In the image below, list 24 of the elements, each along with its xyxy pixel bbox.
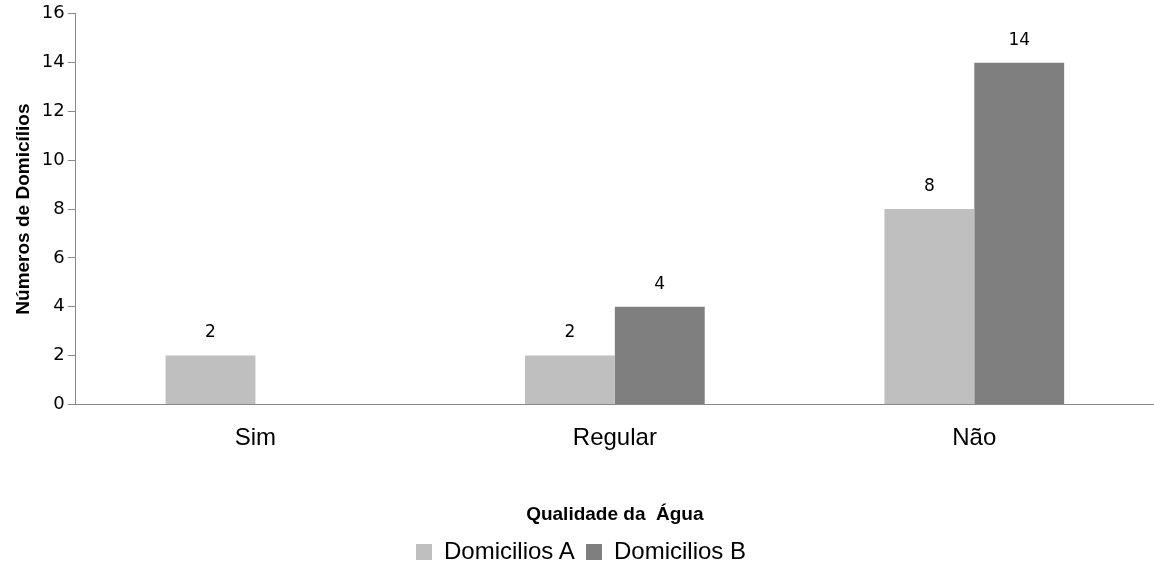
y-tick-label: 6: [53, 245, 65, 267]
bar: [165, 355, 256, 404]
bar: [884, 209, 975, 404]
data-label: 2: [205, 321, 216, 342]
data-label: 2: [564, 321, 576, 342]
y-tick-label: 0: [53, 392, 65, 414]
x-tick-label: Regular: [572, 423, 657, 451]
data-label: 14: [1008, 28, 1031, 49]
data-label: 4: [654, 272, 666, 293]
x-axis-title: Qualidade da Água: [526, 502, 704, 524]
y-tick-label: 10: [41, 147, 65, 169]
y-tick-label: 14: [41, 50, 65, 72]
y-tick-label: 8: [53, 196, 65, 218]
y-tick-label: 2: [53, 343, 65, 365]
y-tick-label: 12: [41, 99, 65, 121]
legend-label: Domicilios A: [443, 536, 575, 564]
y-tick-label: 4: [53, 294, 65, 316]
y-tick-label: 16: [41, 1, 65, 23]
y-axis-title: Números de Domicílios: [11, 103, 33, 315]
bar: [524, 355, 615, 404]
x-tick-label: Não: [952, 423, 997, 451]
data-label: 8: [923, 175, 935, 196]
legend-label: Domicilios B: [614, 536, 747, 564]
x-tick-label: Sim: [234, 423, 277, 451]
